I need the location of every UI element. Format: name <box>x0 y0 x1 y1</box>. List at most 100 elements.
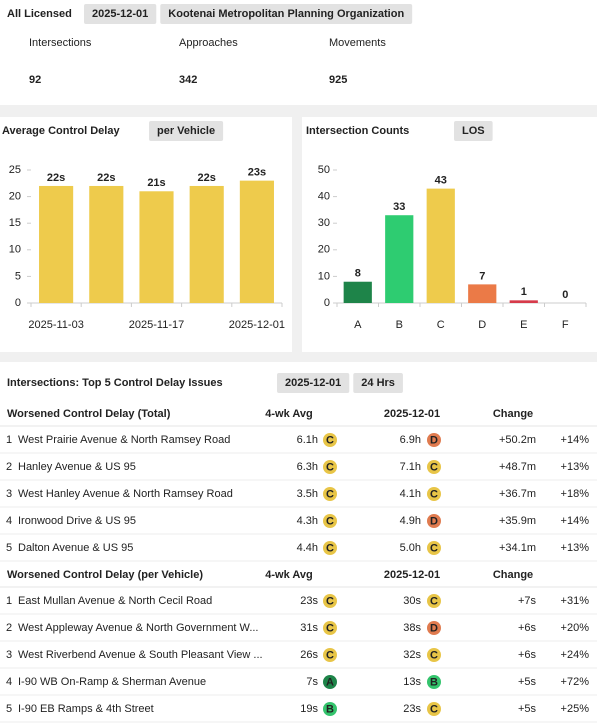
data-label: 33 <box>393 201 405 213</box>
grade-letter: C <box>430 595 438 607</box>
avg-value: 3.5h <box>297 488 318 500</box>
chip-label: per Vehicle <box>157 125 215 137</box>
change: +7s <box>518 595 537 607</box>
current-value: 6.9h <box>400 434 421 446</box>
grade-badge <box>323 594 337 608</box>
avg-value: 31s <box>300 622 318 634</box>
rank: 5 <box>6 703 12 715</box>
change-percent: +20% <box>561 622 590 634</box>
data-label: 22s <box>47 172 65 184</box>
x-tick-label: 2025-12-01 <box>229 319 285 331</box>
y-tick-label: 10 <box>9 244 21 256</box>
grade-letter: B <box>326 703 334 715</box>
chip-label: Kootenai Metropolitan Planning Organizat… <box>168 8 404 20</box>
chip-label: LOS <box>462 125 485 137</box>
grade-badge <box>323 675 337 689</box>
grade-letter: D <box>430 434 438 446</box>
intersection-name: West Riverbend Avenue & South Pleasant V… <box>18 649 263 661</box>
change-percent: +18% <box>561 488 590 500</box>
avg-value: 7s <box>306 676 318 688</box>
data-label: 8 <box>355 268 361 280</box>
grade-letter: C <box>430 461 438 473</box>
change-percent: +24% <box>561 649 590 661</box>
grade-letter: C <box>430 649 438 661</box>
chart-title: Average Control Delay <box>2 125 120 137</box>
current-value: 7.1h <box>400 461 421 473</box>
table-panel <box>0 362 597 725</box>
grade-letter: C <box>430 542 438 554</box>
y-tick-label: 20 <box>9 191 21 203</box>
current-value: 23s <box>403 703 421 715</box>
data-label: 23s <box>248 167 266 179</box>
change-percent: +72% <box>561 676 590 688</box>
grade-badge <box>427 514 441 528</box>
change-percent: +25% <box>561 703 590 715</box>
bar <box>39 185 74 303</box>
x-tick-label: B <box>396 319 403 331</box>
intersection-name: I-90 EB Ramps & 4th Street <box>18 703 154 715</box>
intersection-name: West Hanley Avenue & North Ramsey Road <box>18 488 233 500</box>
grade-badge <box>323 487 337 501</box>
y-tick-label: 50 <box>318 164 330 176</box>
x-tick-label: F <box>562 319 569 331</box>
bar <box>385 215 414 303</box>
grade-letter: C <box>326 649 334 661</box>
grade-letter: C <box>326 488 334 500</box>
grade-badge <box>427 594 441 608</box>
grade-badge <box>323 433 337 447</box>
current-value: 13s <box>403 676 421 688</box>
chip <box>353 373 403 393</box>
grade-badge <box>427 621 441 635</box>
bar <box>189 185 224 303</box>
intersection-name: I-90 WB On-Ramp & Sherman Avenue <box>18 676 206 688</box>
avg-value: 4.4h <box>297 542 318 554</box>
data-label: 1 <box>521 286 527 298</box>
column-header: 2025-12-01 <box>384 569 440 581</box>
grade-badge <box>323 460 337 474</box>
chip <box>454 121 493 141</box>
chart-title: Intersection Counts <box>306 125 409 137</box>
change: +36.7m <box>499 488 536 500</box>
change: +50.2m <box>499 434 536 446</box>
data-label: 21s <box>147 177 165 189</box>
avg-value: 26s <box>300 649 318 661</box>
bar <box>89 185 124 303</box>
grade-badge <box>427 487 441 501</box>
x-tick-label: 2025-11-17 <box>129 319 184 331</box>
grade-badge <box>323 621 337 635</box>
avg-value: 23s <box>300 595 318 607</box>
grade-badge <box>427 648 441 662</box>
y-tick-label: 40 <box>318 191 330 203</box>
change: +5s <box>518 703 537 715</box>
grade-letter: D <box>430 515 438 527</box>
grade-letter: D <box>430 622 438 634</box>
column-header: 4-wk Avg <box>265 569 312 581</box>
chip <box>149 121 224 141</box>
rank: 1 <box>6 434 12 446</box>
rank: 1 <box>6 595 12 607</box>
change-percent: +31% <box>561 595 590 607</box>
kpi-value: 925 <box>329 74 347 86</box>
intersection-name: Ironwood Drive & US 95 <box>18 515 136 527</box>
grade-letter: C <box>430 488 438 500</box>
change-percent: +13% <box>561 542 590 554</box>
grade-badge <box>323 648 337 662</box>
current-value: 4.9h <box>400 515 421 527</box>
column-header: Worsened Control Delay (Total) <box>7 408 171 420</box>
grade-badge <box>323 514 337 528</box>
x-tick-label: 2025-11-03 <box>28 319 83 331</box>
intersection-name: West Prairie Avenue & North Ramsey Road <box>18 434 230 446</box>
table-title: Intersections: Top 5 Control Delay Issue… <box>7 377 223 389</box>
grade-letter: C <box>326 434 334 446</box>
grade-letter: A <box>326 676 334 688</box>
change: +34.1m <box>499 542 536 554</box>
bar <box>426 188 455 303</box>
x-tick-label: E <box>520 319 527 331</box>
change-percent: +13% <box>561 461 590 473</box>
grade-letter: C <box>430 703 438 715</box>
grade-letter: C <box>326 595 334 607</box>
kpi-value: 92 <box>29 74 41 86</box>
column-header: Change <box>493 569 533 581</box>
change-percent: +14% <box>561 515 590 527</box>
